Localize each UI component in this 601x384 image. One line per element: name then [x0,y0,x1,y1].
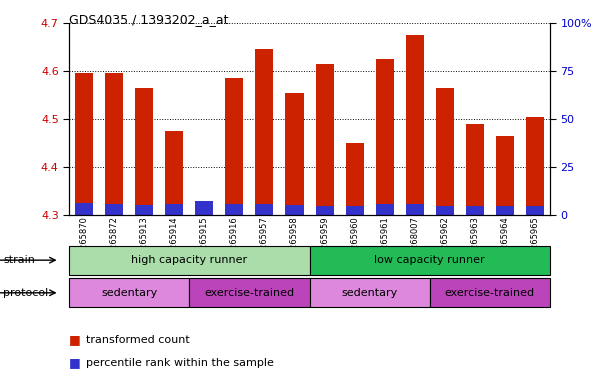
Bar [316,207,334,215]
Bar [376,204,394,215]
Bar [285,93,304,215]
Bar [225,78,243,215]
Text: exercise-trained: exercise-trained [204,288,294,298]
Bar [346,207,364,215]
Bar [195,213,213,215]
Bar [430,278,550,307]
Text: transformed count: transformed count [86,335,190,345]
Text: sedentary: sedentary [341,288,398,298]
Bar [69,278,189,307]
Bar [75,73,93,215]
Bar [105,73,123,215]
Text: exercise-trained: exercise-trained [445,288,535,298]
Text: ■: ■ [69,333,85,346]
Bar [406,204,424,215]
Text: strain: strain [3,255,35,265]
Text: low capacity runner: low capacity runner [374,255,485,265]
Bar [165,204,183,215]
Text: high capacity runner: high capacity runner [131,255,248,265]
Bar [346,143,364,215]
Bar [466,124,484,215]
Bar [195,200,213,215]
Bar [69,246,310,275]
Text: ■: ■ [69,356,85,369]
Bar [526,117,544,215]
Bar [285,205,304,215]
Bar [316,64,334,215]
Bar [436,88,454,215]
Bar [135,205,153,215]
Text: percentile rank within the sample: percentile rank within the sample [86,358,274,368]
Bar [526,207,544,215]
Bar [406,35,424,215]
Bar [255,50,273,215]
Bar [189,278,310,307]
Bar [436,207,454,215]
Bar [496,207,514,215]
Bar [376,59,394,215]
Bar [225,204,243,215]
Bar [310,278,430,307]
Text: protocol: protocol [3,288,48,298]
Bar [496,136,514,215]
Text: sedentary: sedentary [101,288,157,298]
Bar [165,131,183,215]
Bar [105,204,123,215]
Bar [466,207,484,215]
Text: GDS4035 / 1393202_a_at: GDS4035 / 1393202_a_at [69,13,228,26]
Bar [255,204,273,215]
Bar [135,88,153,215]
Bar [310,246,550,275]
Bar [75,203,93,215]
